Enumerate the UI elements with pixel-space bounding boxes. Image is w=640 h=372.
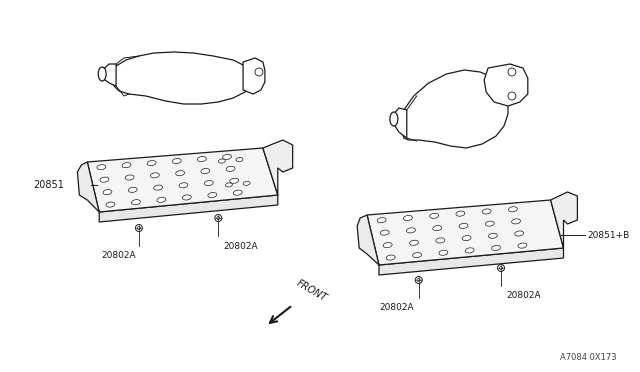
Ellipse shape <box>403 215 412 221</box>
Ellipse shape <box>236 158 243 161</box>
Polygon shape <box>112 52 251 104</box>
Ellipse shape <box>462 235 471 241</box>
Ellipse shape <box>98 67 106 81</box>
Ellipse shape <box>157 197 166 202</box>
Ellipse shape <box>386 255 395 260</box>
Ellipse shape <box>390 112 398 126</box>
Ellipse shape <box>410 240 419 245</box>
Ellipse shape <box>413 253 422 258</box>
Ellipse shape <box>182 195 191 200</box>
Ellipse shape <box>223 154 232 160</box>
Text: 20802A: 20802A <box>506 292 541 301</box>
Circle shape <box>255 68 263 76</box>
Polygon shape <box>243 58 265 94</box>
Ellipse shape <box>230 178 239 183</box>
Circle shape <box>500 266 502 269</box>
Polygon shape <box>367 200 563 265</box>
Ellipse shape <box>208 192 217 198</box>
Ellipse shape <box>106 202 115 207</box>
Circle shape <box>508 68 516 76</box>
Ellipse shape <box>518 243 527 248</box>
Ellipse shape <box>488 233 497 238</box>
Text: A7084 0X173: A7084 0X173 <box>561 353 617 362</box>
Ellipse shape <box>459 223 468 228</box>
Circle shape <box>415 276 422 283</box>
Circle shape <box>136 224 142 231</box>
Ellipse shape <box>97 165 106 170</box>
Ellipse shape <box>201 169 210 174</box>
Ellipse shape <box>122 163 131 168</box>
Ellipse shape <box>129 187 137 192</box>
Polygon shape <box>401 70 508 148</box>
Ellipse shape <box>482 209 491 214</box>
Ellipse shape <box>204 180 213 186</box>
Circle shape <box>215 215 221 221</box>
Ellipse shape <box>218 159 225 163</box>
Polygon shape <box>263 140 292 195</box>
Ellipse shape <box>380 230 389 235</box>
Ellipse shape <box>456 211 465 216</box>
Ellipse shape <box>125 175 134 180</box>
Polygon shape <box>102 64 116 86</box>
Ellipse shape <box>433 225 442 231</box>
Polygon shape <box>550 192 577 248</box>
Text: 20802A: 20802A <box>223 241 258 250</box>
Ellipse shape <box>154 185 163 190</box>
Circle shape <box>217 217 220 219</box>
Ellipse shape <box>131 200 140 205</box>
Circle shape <box>417 279 420 282</box>
Text: FRONT: FRONT <box>294 278 328 303</box>
Ellipse shape <box>103 190 112 195</box>
Text: 20851+B: 20851+B <box>588 231 630 240</box>
Ellipse shape <box>225 183 232 187</box>
Polygon shape <box>77 162 99 212</box>
Circle shape <box>508 92 516 100</box>
Ellipse shape <box>226 166 235 171</box>
Ellipse shape <box>243 181 250 185</box>
Ellipse shape <box>508 207 517 212</box>
Text: 20851: 20851 <box>34 180 65 190</box>
Circle shape <box>497 264 504 272</box>
Ellipse shape <box>147 161 156 166</box>
Ellipse shape <box>511 219 520 224</box>
Polygon shape <box>357 215 379 265</box>
Ellipse shape <box>492 246 500 250</box>
Ellipse shape <box>429 213 438 218</box>
Ellipse shape <box>234 190 242 195</box>
Ellipse shape <box>436 238 445 243</box>
Ellipse shape <box>179 183 188 188</box>
Polygon shape <box>484 64 528 106</box>
Ellipse shape <box>150 173 159 178</box>
Ellipse shape <box>439 250 448 255</box>
Text: 20802A: 20802A <box>102 251 136 260</box>
Text: 20802A: 20802A <box>380 304 414 312</box>
Polygon shape <box>87 148 278 212</box>
Ellipse shape <box>406 228 415 233</box>
Circle shape <box>138 227 140 230</box>
Polygon shape <box>394 108 407 138</box>
Ellipse shape <box>198 157 206 161</box>
Ellipse shape <box>515 231 524 236</box>
Ellipse shape <box>100 177 109 182</box>
Ellipse shape <box>176 171 184 176</box>
Polygon shape <box>99 195 278 222</box>
Ellipse shape <box>383 243 392 248</box>
Ellipse shape <box>485 221 494 226</box>
Ellipse shape <box>465 248 474 253</box>
Ellipse shape <box>377 218 386 223</box>
Polygon shape <box>379 248 563 275</box>
Ellipse shape <box>172 158 181 164</box>
